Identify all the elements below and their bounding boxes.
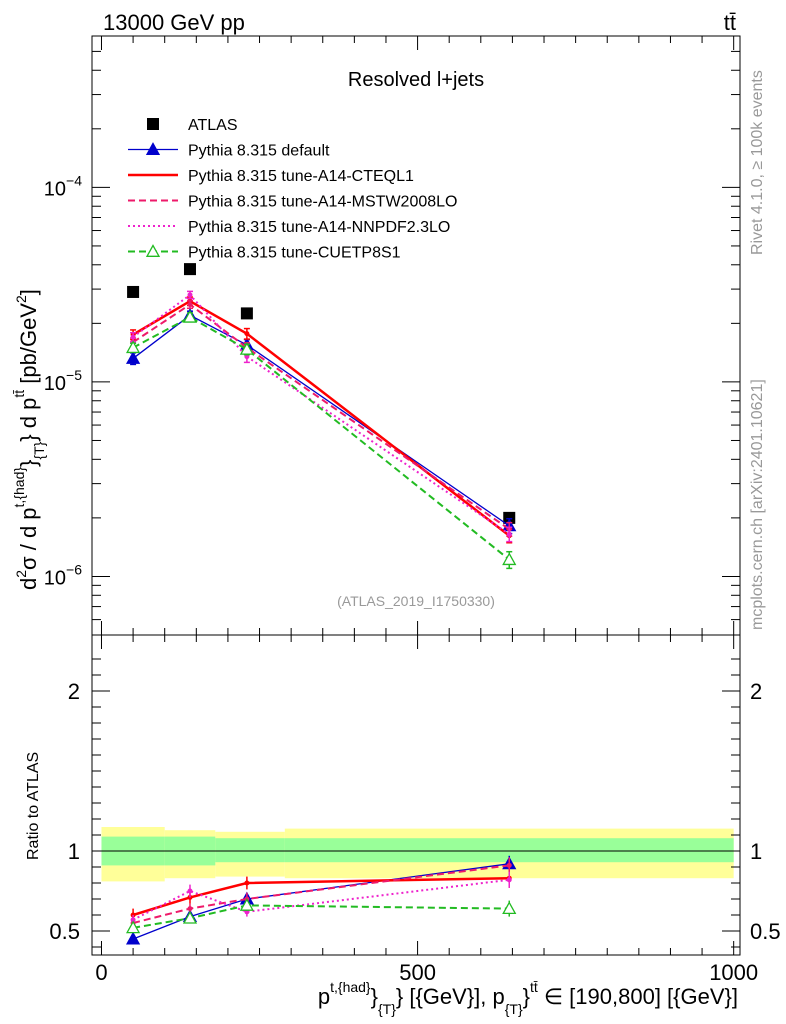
atlas-data-point <box>240 307 253 320</box>
atlas-data-point <box>503 511 516 524</box>
ratio-y-tick-label-right: 1 <box>750 839 762 864</box>
atlas-data-point <box>127 285 140 298</box>
ratio-marker <box>187 906 193 912</box>
legend-item: Pythia 8.315 default <box>128 142 330 160</box>
ratio-y-axis-label: Ratio to ATLAS <box>25 752 42 860</box>
series-line <box>132 316 510 561</box>
ratio-frame <box>91 634 741 956</box>
analysis-watermark: (ATLAS_2019_I1750330) <box>337 593 495 609</box>
ratio-marker <box>502 901 517 915</box>
main-panel: 10−6 10−5 10−4 Resolved l+jets (ATLAS_2019… <box>11 35 741 636</box>
x-axis-label: pt,{had}}{T}} [{GeV}], p{T}}tt̄ ∈ [190,8… <box>318 979 738 1017</box>
series-2 <box>130 296 513 544</box>
legend-item: ATLAS <box>147 117 238 134</box>
legend-label: Pythia 8.315 tune-CUETP8S1 <box>188 245 401 262</box>
legend-marker <box>147 118 159 130</box>
y-tick-label: 10−5 <box>44 367 82 395</box>
legend-item: Pythia 8.315 tune-A14-MSTW2008LO <box>128 194 457 211</box>
process-label: tt̄ <box>724 10 736 35</box>
ratio-marker <box>125 920 141 934</box>
y-tick-label: 10−4 <box>44 172 82 200</box>
ratio-y-tick-label: 1 <box>68 839 80 864</box>
ratio-marker <box>130 917 136 923</box>
ratio-line <box>132 864 510 924</box>
legend-label: Pythia 8.315 tune-A14-MSTW2008LO <box>188 194 457 211</box>
series-line <box>132 303 510 530</box>
series-line <box>132 293 510 535</box>
data-marker <box>502 552 517 566</box>
main-axis-ticks: 10−6 10−5 10−4 <box>44 36 740 636</box>
data-marker <box>244 331 250 337</box>
rivet-label: Rivet 4.1.0, ≥ 100k events <box>749 70 766 255</box>
ratio-line <box>132 878 510 921</box>
legend-label: Pythia 8.315 default <box>188 143 330 160</box>
main-plot-area <box>125 263 517 570</box>
ratio-plot-area <box>101 827 734 945</box>
atlas-data-point <box>183 263 196 276</box>
ratio-y-tick-label-right: 0.5 <box>750 919 781 944</box>
ratio-marker <box>506 862 512 868</box>
series-line <box>132 314 510 527</box>
legend-marker <box>145 244 161 257</box>
ratio-marker <box>187 888 193 894</box>
legend-item: Pythia 8.315 tune-A14-CTEQL1 <box>128 168 414 185</box>
data-marker <box>182 309 198 323</box>
ratio-marker <box>244 880 250 886</box>
x-tick-label: 1000 <box>709 960 758 985</box>
plot-title: Resolved l+jets <box>348 69 484 91</box>
ratio-line <box>132 904 510 929</box>
energy-label: 13000 GeV pp <box>103 10 245 35</box>
x-tick-label: 500 <box>399 960 436 985</box>
ratio-marker <box>182 910 198 924</box>
ratio-marker <box>239 898 254 911</box>
ratio-axis-ticks: 0.5 0.5 1 1 2 2 0 500 1000 <box>49 635 781 985</box>
data-marker <box>187 301 193 307</box>
ratio-marker <box>506 877 512 883</box>
ratio-marker <box>125 931 141 945</box>
legend-marker <box>145 142 161 155</box>
mcplots-label: mcplots.cern.ch [arXiv:2401.10621] <box>749 379 766 630</box>
legend-label: Pythia 8.315 tune-A14-NNPDF2.3LO <box>188 219 450 236</box>
svg-text:d2σ / d pt,{had}}{T}} d ptt̄ [: d2σ / d pt,{had}}{T}} d ptt̄ [pb/GeV2] <box>11 289 47 590</box>
ratio-y-tick-label: 0.5 <box>49 919 80 944</box>
legend-item: Pythia 8.315 tune-CUETP8S1 <box>128 244 401 262</box>
legend-label: ATLAS <box>188 117 238 134</box>
data-marker <box>506 531 512 537</box>
series-1 <box>125 307 517 535</box>
ratio-y-tick-label-right: 2 <box>750 679 762 704</box>
main-y-axis-label: d2σ / d pt,{had}}{T}} d ptt̄ [pb/GeV2] <box>11 289 47 590</box>
series-0 <box>127 263 516 524</box>
legend-item: Pythia 8.315 tune-A14-NNPDF2.3LO <box>128 219 450 236</box>
ratio-panel: 0.5 0.5 1 1 2 2 0 500 1000 Ratio to ATLAS pt,{ha… <box>25 634 781 1017</box>
stat-uncertainty-band <box>215 838 285 863</box>
data-marker <box>187 292 193 298</box>
data-marker <box>239 342 254 355</box>
series-3 <box>130 300 513 537</box>
svg-text:pt,{had}}{T}} [{GeV}], p{T}}tt: pt,{had}}{T}} [{GeV}], p{T}}tt̄ ∈ [190,8… <box>318 979 738 1017</box>
series-5 <box>125 309 517 570</box>
data-marker <box>125 340 141 354</box>
ratio-y-tick-label: 2 <box>68 679 80 704</box>
ratio-series-4 <box>125 898 517 934</box>
series-line <box>132 299 511 537</box>
series-4 <box>130 290 513 543</box>
data-marker <box>125 351 141 364</box>
y-tick-label: 10−6 <box>44 561 82 589</box>
data-marker <box>130 334 136 340</box>
legend: ATLAS Pythia 8.315 default Pythia 8.315 tu… <box>128 117 457 262</box>
x-tick-label: 0 <box>95 960 107 985</box>
legend-label: Pythia 8.315 tune-A14-CTEQL1 <box>188 168 414 185</box>
